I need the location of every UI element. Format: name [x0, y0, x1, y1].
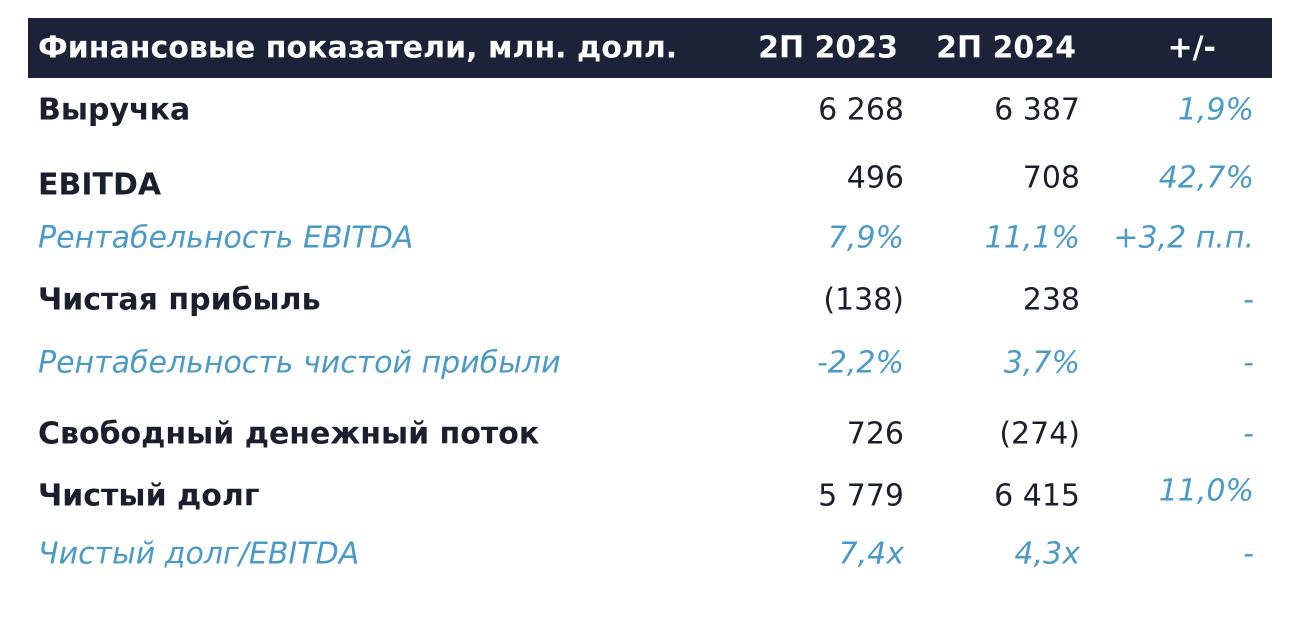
table-row: Выручка 6 268 6 387 1,9% [28, 90, 1272, 130]
value-2024: 11,1% [984, 220, 1080, 256]
value-change: - [1243, 536, 1254, 572]
row-label: Рентабельность EBITDA [38, 220, 414, 256]
value-2023: 496 [846, 160, 904, 196]
row-label: EBITDA [38, 167, 162, 203]
financial-table: Финансовые показатели, млн. долл. 2П 202… [28, 18, 1272, 572]
value-2023: (138) [823, 282, 904, 318]
value-2024: 4,3x [1014, 536, 1080, 572]
row-label: Чистый долг/EBITDA [38, 536, 360, 572]
table-row: Рентабельность EBITDA 7,9% 11,1% +3,2 п.… [28, 218, 1272, 258]
header-label: Финансовые показатели, млн. долл. [38, 30, 678, 66]
value-change: 11,0% [1158, 473, 1254, 509]
table-header: Финансовые показатели, млн. долл. 2П 202… [28, 18, 1272, 78]
value-2024: 3,7% [1003, 345, 1080, 381]
value-2023: 726 [846, 416, 904, 452]
value-2023: 6 268 [818, 92, 904, 128]
value-2023: 7,9% [827, 220, 904, 256]
row-label: Чистый долг [38, 478, 260, 514]
value-change: - [1243, 282, 1254, 318]
row-label: Чистая прибыль [38, 282, 321, 318]
value-2024: 6 415 [994, 478, 1080, 514]
value-2023: 5 779 [818, 478, 904, 514]
value-2024: 708 [1022, 160, 1080, 196]
value-2023: 7,4x [838, 536, 904, 572]
table-row: Чистая прибыль (138) 238 - [28, 280, 1272, 320]
value-2024: (274) [999, 416, 1080, 452]
row-label: Выручка [38, 92, 191, 128]
table-row: Чистый долг/EBITDA 7,4x 4,3x - [28, 534, 1272, 574]
value-change: +3,2 п.п. [1113, 220, 1254, 256]
table-row: Рентабельность чистой прибыли -2,2% 3,7%… [28, 343, 1272, 383]
table-row: EBITDA 496 708 42,7% [28, 158, 1272, 203]
value-2024: 238 [1022, 282, 1080, 318]
header-col-2024: 2П 2024 [936, 30, 1076, 66]
row-label: Свободный денежный поток [38, 416, 540, 452]
value-change: - [1243, 416, 1254, 452]
row-label: Рентабельность чистой прибыли [38, 345, 561, 381]
value-2024: 6 387 [994, 92, 1080, 128]
header-col-2023: 2П 2023 [758, 30, 898, 66]
value-change: - [1243, 345, 1254, 381]
value-2023: -2,2% [816, 345, 904, 381]
value-change: 1,9% [1177, 92, 1254, 128]
value-change: 42,7% [1158, 160, 1254, 196]
table-row: Чистый долг 5 779 6 415 11,0% [28, 473, 1272, 516]
header-col-change: +/- [1167, 30, 1216, 66]
table-row: Свободный денежный поток 726 (274) - [28, 414, 1272, 454]
